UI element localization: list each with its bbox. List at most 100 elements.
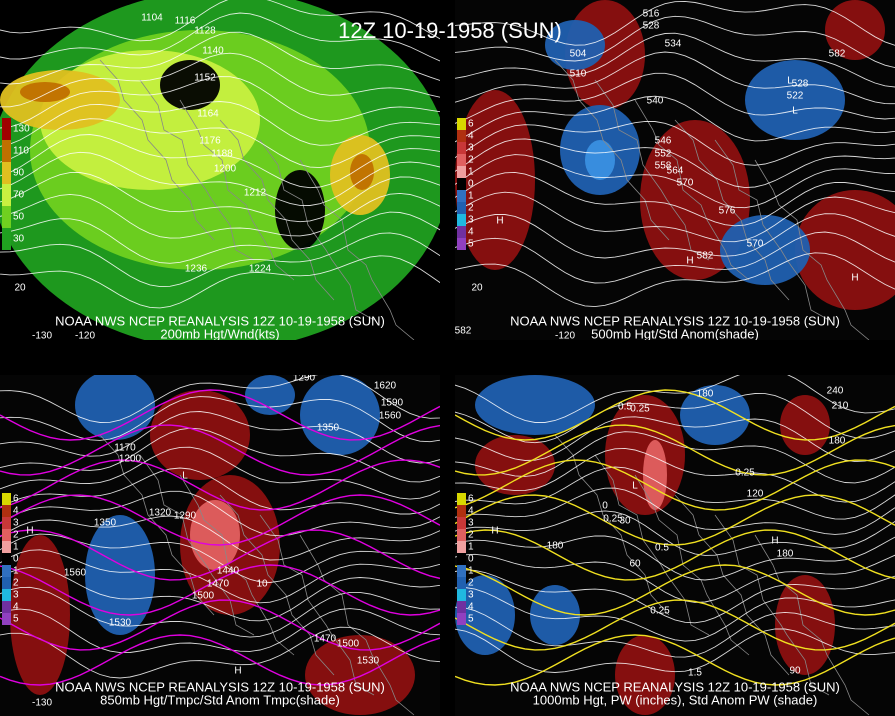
contour-label: L	[632, 481, 638, 492]
shaded-region	[85, 515, 155, 635]
isotherm-line	[455, 634, 895, 686]
legend-swatch	[2, 505, 11, 517]
shaded-region	[475, 375, 595, 435]
map-area: 6432101234551652853450451054054655255856…	[455, 0, 895, 340]
legend-label: 5	[13, 614, 19, 625]
contour-label: 522	[787, 91, 804, 102]
contour-line	[455, 553, 895, 603]
contour-line	[455, 32, 895, 88]
legend-swatch	[2, 565, 11, 577]
contour-label: 1530	[109, 618, 132, 629]
legend-swatch	[457, 166, 466, 178]
isotherm-line	[0, 389, 440, 441]
contour-line	[0, 12, 440, 62]
legend-swatch	[457, 118, 466, 130]
contour-label: 1590	[381, 398, 404, 409]
legend-label: 3	[468, 143, 474, 154]
legend-label: 3	[13, 590, 19, 601]
legend-swatch	[2, 206, 11, 228]
legend-swatch	[457, 577, 466, 589]
contour-label: 210	[832, 401, 849, 412]
contour-label: 510	[570, 69, 587, 80]
contour-label: 504	[570, 49, 587, 60]
legend-swatch	[2, 162, 11, 184]
contour-label: 1176	[199, 136, 221, 147]
contour-line	[455, 375, 895, 423]
contour-label: 180	[547, 541, 564, 552]
legend-label: 50	[13, 212, 25, 223]
legend-swatch	[457, 214, 466, 226]
legend-swatch	[457, 226, 466, 238]
contour-label: 1500	[192, 591, 215, 602]
contour-line	[0, 172, 440, 223]
contour-line	[0, 151, 440, 206]
shaded-region	[745, 60, 845, 140]
legend-label: 1	[13, 542, 19, 553]
contour-label: 1320	[149, 508, 172, 519]
isotherm-line	[455, 564, 895, 616]
contour-label: 1236	[185, 264, 208, 275]
contour-line	[0, 533, 440, 583]
contour-label: 1224	[249, 264, 272, 275]
contour-line	[0, 446, 440, 500]
contour-label: 552	[655, 149, 672, 160]
map-panel: 6432101234551652853450451054054655255856…	[455, 0, 895, 340]
legend-label: 1	[13, 566, 19, 577]
contour-line	[0, 76, 440, 129]
shaded-region	[795, 190, 895, 310]
contour-label: 30	[619, 516, 631, 527]
contour-label: 120	[747, 489, 764, 500]
contour-line	[455, 487, 895, 535]
coastline	[259, 514, 375, 696]
contour-line	[0, 232, 440, 288]
contour-line	[455, 15, 895, 69]
contour-label: 1140	[202, 46, 224, 57]
legend-label: 5	[468, 614, 474, 625]
contour-line	[455, 466, 895, 520]
contour-label: 570	[677, 178, 694, 189]
contour-line	[0, 490, 440, 537]
shaded-region	[455, 90, 535, 270]
contour-label: 1200	[214, 164, 237, 175]
legend-swatch	[457, 178, 466, 190]
contour-label: 540	[647, 96, 664, 107]
contour-line	[455, 231, 895, 284]
contour-line	[0, 255, 440, 309]
shaded-region	[245, 375, 295, 415]
contour-label: 1116	[175, 16, 196, 27]
legend-swatch	[2, 140, 11, 162]
contour-label: 1.5	[688, 668, 702, 679]
legend-swatch	[2, 184, 11, 206]
isotherm-line	[0, 564, 440, 616]
contour-label: 534	[665, 39, 682, 50]
contour-label: 180	[829, 436, 846, 447]
isotherm-line	[0, 634, 440, 686]
legend-swatch	[457, 130, 466, 142]
contour-line	[0, 626, 440, 679]
legend-label: 0	[13, 554, 19, 565]
contour-label: 10	[256, 579, 268, 590]
contour-label: 0	[602, 501, 608, 512]
coastline	[554, 59, 670, 241]
contour-label: 1104	[141, 13, 163, 24]
contour-label: H	[234, 666, 241, 677]
contour-label: 1290	[174, 511, 197, 522]
coastline	[634, 474, 750, 656]
legend-label: 2	[468, 578, 474, 589]
panel-source: NOAA NWS NCEP REANALYSIS 12Z 10-19-1958 …	[55, 313, 385, 328]
legend-label: 70	[13, 190, 25, 201]
shaded-region	[585, 140, 615, 180]
contour-label: H	[686, 256, 693, 267]
contour-line	[0, 0, 440, 42]
legend-label: 2	[468, 530, 474, 541]
legend-swatch	[457, 238, 466, 250]
legend-swatch	[457, 601, 466, 613]
contour-label: 1470	[207, 579, 230, 590]
contour-label: -120	[75, 331, 95, 342]
shaded-region	[305, 635, 415, 715]
contour-line	[455, 628, 895, 673]
